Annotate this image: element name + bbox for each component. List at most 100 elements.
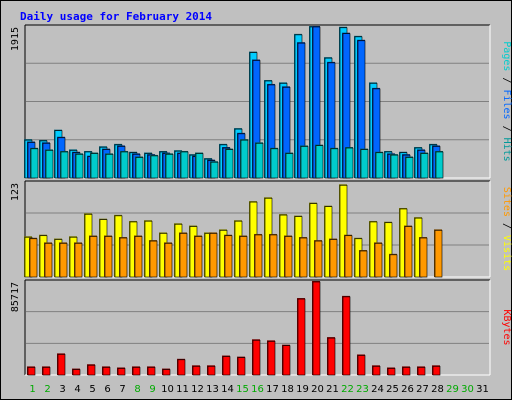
bar-kbytes-day-3 (57, 354, 66, 376)
y-max-label: 85717 (10, 282, 21, 312)
panel-hits-files-pages: 1915 Pages / Files / Hits (10, 24, 512, 179)
bar-kbytes-day-6 (102, 367, 111, 376)
day-label-31: 31 (476, 384, 489, 395)
bar-pages-day-3 (60, 151, 69, 179)
bar-pages-day-20 (315, 145, 324, 179)
bar-pages-day-16 (255, 143, 264, 179)
bar-sites-day-12 (194, 236, 203, 278)
day-label-27: 27 (416, 384, 429, 395)
legend-item-0: Sites (501, 187, 512, 217)
bar-kbytes-day-4 (72, 369, 81, 376)
bar-kbytes-day-16 (252, 339, 261, 376)
bar-pages-day-9 (150, 155, 159, 179)
day-label-23: 23 (356, 384, 369, 395)
series-legend: Sites / Visits (501, 187, 512, 271)
bar-pages-day-4 (75, 154, 84, 179)
bar-kbytes-day-28 (432, 366, 441, 376)
bar-kbytes-day-13 (207, 366, 216, 376)
day-label-30: 30 (461, 384, 474, 395)
day-label-3: 3 (59, 384, 65, 395)
bar-kbytes-day-18 (282, 345, 291, 376)
bar-pages-day-13 (210, 161, 219, 179)
bar-kbytes-day-23 (357, 355, 366, 376)
legend-item-3: / (501, 120, 512, 138)
day-label-15: 15 (236, 384, 249, 395)
day-label-5: 5 (89, 384, 95, 395)
bar-pages-day-27 (420, 153, 429, 179)
day-label-10: 10 (161, 384, 174, 395)
bar-kbytes-day-14 (222, 356, 231, 376)
bar-sites-day-18 (284, 236, 293, 278)
bar-visits-day-25 (384, 222, 393, 278)
chart-panels: 1915 Pages / Files / Hits 123 Sites / Visit… (10, 24, 512, 376)
bar-sites-day-28 (434, 230, 443, 278)
bar-sites-day-4 (74, 243, 83, 278)
day-label-18: 18 (281, 384, 294, 395)
bar-sites-day-3 (59, 243, 68, 278)
bar-pages-day-11 (180, 151, 189, 179)
bar-pages-day-26 (405, 157, 414, 179)
bar-pages-day-12 (195, 153, 204, 179)
bar-sites-day-24 (374, 243, 383, 278)
day-label-25: 25 (386, 384, 399, 395)
bar-pages-day-2 (45, 150, 54, 179)
bar-kbytes-day-17 (267, 341, 276, 376)
bar-kbytes-day-1 (27, 367, 36, 376)
bar-sites-day-16 (254, 234, 263, 278)
bar-kbytes-day-10 (162, 369, 171, 376)
bar-sites-day-10 (164, 243, 173, 278)
bar-sites-day-7 (119, 237, 128, 278)
bar-kbytes-day-8 (132, 367, 141, 376)
day-label-14: 14 (221, 384, 234, 395)
bar-kbytes-day-25 (387, 368, 396, 376)
bar-kbytes-day-5 (87, 364, 96, 376)
day-label-20: 20 (311, 384, 324, 395)
bar-kbytes-day-19 (297, 298, 306, 376)
legend-item-0: KBytes (501, 309, 512, 345)
bar-kbytes-day-9 (147, 367, 156, 376)
bar-sites-day-25 (389, 254, 398, 278)
bar-pages-day-10 (165, 154, 174, 179)
legend-item-1: / (501, 71, 512, 89)
bar-sites-day-23 (359, 250, 368, 278)
bar-pages-day-23 (360, 149, 369, 179)
bar-pages-day-21 (330, 148, 339, 179)
bar-kbytes-day-7 (117, 368, 126, 376)
day-label-26: 26 (401, 384, 414, 395)
day-axis: 1 2 3 4 5 6 7 8 9 10 11 12 13 14 15 16 17 18 19 20 21 22 23 24 2… (29, 384, 489, 395)
bar-kbytes-day-2 (42, 367, 51, 376)
bar-sites-day-1 (29, 238, 38, 278)
bar-sites-day-26 (404, 226, 413, 278)
bar-pages-day-15 (240, 139, 249, 179)
bar-pages-day-25 (390, 154, 399, 179)
bar-pages-day-1 (30, 148, 39, 179)
bar-sites-day-11 (179, 233, 188, 278)
bar-kbytes-day-22 (342, 296, 351, 376)
bar-pages-day-5 (90, 153, 99, 179)
bar-pages-day-19 (300, 146, 309, 179)
day-label-19: 19 (296, 384, 309, 395)
bar-pages-day-17 (270, 148, 279, 179)
bar-pages-day-24 (375, 152, 384, 179)
panel-visits-sites: 123 Sites / Visits (10, 180, 512, 278)
day-label-9: 9 (149, 384, 155, 395)
day-label-7: 7 (119, 384, 125, 395)
bar-sites-day-17 (269, 234, 278, 278)
series-legend: KBytes (501, 309, 512, 345)
day-label-12: 12 (191, 384, 204, 395)
legend-item-2: Files (501, 89, 512, 119)
day-label-1: 1 (29, 384, 35, 395)
series-legend: Pages / Files / Hits (501, 41, 512, 161)
bar-kbytes-day-15 (237, 357, 246, 376)
day-label-8: 8 (134, 384, 140, 395)
bar-kbytes-day-27 (417, 367, 426, 376)
bar-pages-day-6 (105, 154, 114, 179)
bar-sites-day-19 (299, 237, 308, 278)
bar-kbytes-day-20 (312, 281, 321, 376)
day-label-4: 4 (74, 384, 80, 395)
bar-kbytes-day-12 (192, 366, 201, 376)
y-max-label: 123 (10, 183, 21, 201)
day-label-29: 29 (446, 384, 459, 395)
bar-sites-day-2 (44, 243, 53, 278)
